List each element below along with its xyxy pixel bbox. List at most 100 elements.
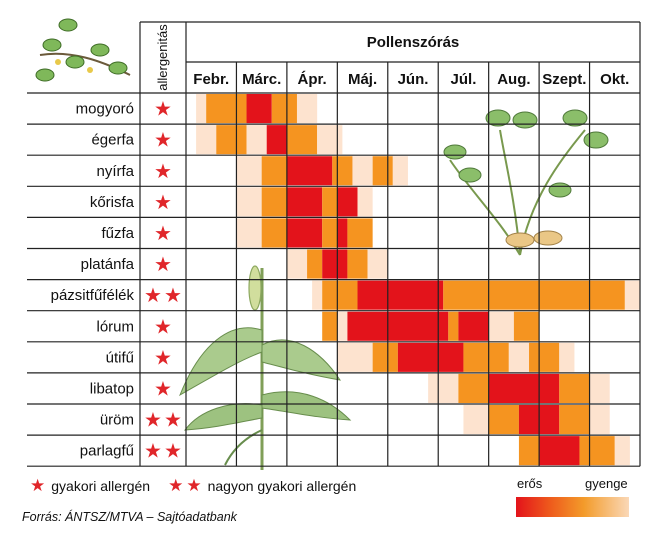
month-label: Ápr.	[298, 71, 327, 88]
pollen-bar-very_light	[337, 342, 373, 372]
source-note: Forrás: ÁNTSZ/MTVA – Sajtóadatbank	[22, 510, 237, 524]
pollen-bar-orange	[579, 436, 615, 466]
pollen-bar-orange	[372, 156, 393, 186]
pollen-bar-very_light	[196, 125, 217, 155]
pollen-bar-red	[397, 342, 464, 372]
pollen-bar-orange	[332, 156, 353, 186]
pollen-bar-orange	[559, 405, 590, 435]
pollen-bar-very_light	[624, 280, 640, 310]
pollen-bar-red	[286, 218, 323, 248]
pollen-bar-red	[488, 373, 560, 403]
pollen-bar-red	[286, 156, 333, 186]
pollen-bar-red	[246, 94, 272, 124]
peanut-plant-illustration	[443, 109, 609, 256]
pollen-bar-red	[357, 280, 444, 310]
pollen-bar-orange	[513, 311, 540, 341]
pollen-bars	[196, 94, 640, 466]
pollen-bar-very_light	[463, 405, 489, 435]
pollen-bar-orange	[206, 94, 247, 124]
pollen-bar-orange	[216, 125, 247, 155]
star-icon: ★	[154, 190, 172, 214]
pollen-bar-red	[539, 436, 580, 466]
star-icon: ★	[154, 97, 172, 121]
pollen-bar-orange	[372, 342, 398, 372]
pollen-bar-very_light	[614, 436, 630, 466]
gradient-weak-label: gyenge	[585, 476, 628, 491]
pollen-bar-red	[266, 125, 287, 155]
star-icon: ★	[154, 159, 172, 183]
plant-name: égerfa	[91, 132, 134, 149]
chart-grid	[27, 21, 641, 467]
star-icon: ★	[30, 476, 46, 495]
star-icon: ★	[154, 221, 172, 245]
pollen-bar-very_light	[508, 342, 530, 372]
pollen-bar-red	[337, 187, 358, 217]
star-icon: ★	[164, 439, 182, 463]
allergen-legend: ★ gyakori allergén ★ ★ nagyon gyakori al…	[30, 476, 356, 495]
star-icon: ★	[154, 314, 172, 338]
plant-name: útifű	[106, 349, 134, 366]
pollen-bar-very_light	[392, 156, 408, 186]
pollen-bar-orange	[347, 249, 368, 279]
pollen-bar-very_light	[337, 311, 348, 341]
plant-name: kőrisfa	[90, 194, 135, 211]
star-icon: ★	[168, 476, 184, 495]
star-icon: ★	[164, 408, 182, 432]
month-label: Febr.	[193, 71, 229, 88]
pollen-bar-very_light	[428, 373, 459, 403]
pollen-bar-very_light	[246, 125, 267, 155]
pollen-bar-red	[322, 249, 348, 279]
pollen-bar-orange	[518, 436, 540, 466]
pollen-bar-very_light	[589, 373, 610, 403]
star-icon: ★	[154, 252, 172, 276]
pollen-bar-very_light	[488, 311, 514, 341]
month-label: Okt.	[600, 71, 629, 88]
pollen-bar-orange	[458, 373, 489, 403]
pollen-bar-very_light	[196, 94, 207, 124]
pollen-bar-orange	[307, 249, 323, 279]
plant-name: nyírfa	[96, 163, 134, 180]
plant-name: parlagfű	[80, 443, 134, 460]
pollen-bar-very_light	[589, 405, 610, 435]
month-label: Júl.	[451, 71, 477, 88]
pollen-bar-orange	[322, 187, 338, 217]
month-label: Aug.	[497, 71, 530, 88]
pollen-bar-very_light	[296, 94, 318, 124]
star-icon: ★	[144, 408, 162, 432]
chart-title: Pollenszórás	[367, 34, 460, 51]
month-label: Márc.	[242, 71, 281, 88]
pollen-bar-very_light	[367, 249, 388, 279]
plant-name: lórum	[96, 318, 134, 335]
pollen-bar-orange	[322, 311, 338, 341]
intensity-gradient-legend	[516, 497, 629, 517]
pollen-bar-very_light	[352, 156, 373, 186]
pollen-bar-orange	[443, 280, 625, 310]
pollen-bar-orange	[271, 94, 297, 124]
pollen-bar-very_light	[236, 218, 262, 248]
plant-name: pázsitfűfélék	[51, 287, 135, 304]
allergenicity-header: allergenitás	[155, 24, 170, 91]
pollen-bar-very_light	[236, 156, 262, 186]
plant-name: üröm	[100, 412, 134, 429]
pollen-bar-orange	[322, 280, 358, 310]
pollen-bar-orange	[559, 373, 590, 403]
star-icon: ★	[144, 439, 162, 463]
month-label: Máj.	[348, 71, 377, 88]
star-icon: ★	[154, 345, 172, 369]
pollen-bar-very_light	[312, 280, 323, 310]
pollen-bar-orange	[261, 187, 287, 217]
plant-name: mogyoró	[76, 101, 134, 118]
star-icon: ★	[164, 283, 182, 307]
month-label: Jún.	[398, 71, 429, 88]
pollen-bar-red	[347, 311, 449, 341]
pollen-bar-orange	[261, 156, 287, 186]
plant-name: libatop	[90, 380, 134, 397]
star-icon: ★	[144, 283, 162, 307]
pollen-bar-red	[458, 311, 489, 341]
chart-labels: Pollenszórás allergenitás Febr. Márc. Ápr. Má…	[51, 24, 630, 463]
pollen-bar-orange	[322, 218, 338, 248]
plant-name: fűzfa	[101, 225, 134, 242]
pollen-bar-orange	[286, 125, 318, 155]
pollen-bar-very_light	[357, 187, 373, 217]
